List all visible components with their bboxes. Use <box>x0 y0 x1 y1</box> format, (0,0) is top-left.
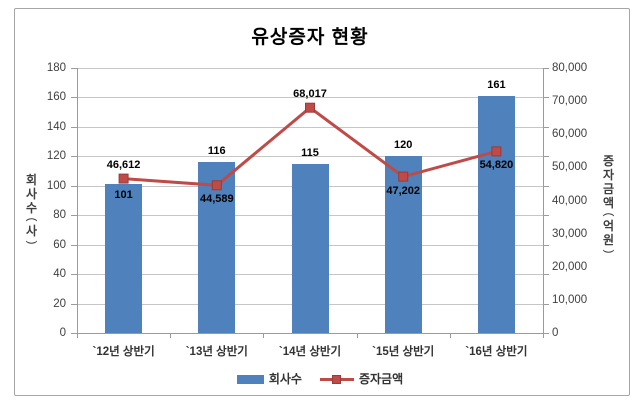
left-axis-tick-label: 160 <box>46 91 66 104</box>
left-axis-tick-label: 40 <box>53 268 66 281</box>
chart-title: 유상증자 현황 <box>251 27 369 48</box>
legend-item-bar-series: 회사수 <box>236 372 302 386</box>
bar <box>198 162 236 333</box>
left-axis-tick-label: 140 <box>46 120 66 133</box>
left-axis-tick <box>71 303 77 305</box>
bar <box>105 184 143 333</box>
line-data-label: 46,612 <box>106 158 141 171</box>
x-axis-tick <box>77 333 78 338</box>
bar-data-label: 116 <box>207 145 226 158</box>
gridline <box>77 126 543 128</box>
left-axis-tick <box>71 156 77 158</box>
right-axis-tick <box>543 244 549 246</box>
right-axis-tick <box>543 274 549 276</box>
axis-title-char: 회 <box>26 173 38 187</box>
left-axis-tick-label: 180 <box>46 62 66 74</box>
axis-title-char: ) <box>602 249 617 254</box>
left-axis-tick-label: 120 <box>46 150 66 163</box>
legend: 회사수 증자금액 <box>0 370 640 388</box>
x-category-label: `16년 상반기 <box>465 346 528 358</box>
bar <box>477 95 515 333</box>
right-axis-tick-label: 0 <box>552 327 559 339</box>
line-swatch-icon <box>319 374 354 385</box>
right-axis-tick-label: 80,000 <box>552 62 588 74</box>
line-data-label: 54,820 <box>479 159 514 172</box>
axis-title-char: 수 <box>26 201 38 215</box>
bar-data-label: 101 <box>114 189 133 202</box>
bar-data-label: 120 <box>394 139 413 152</box>
gridline <box>77 97 543 99</box>
right-axis-tick <box>543 68 549 69</box>
x-axis-tick <box>543 333 544 338</box>
right-axis-tick-label: 10,000 <box>552 293 588 306</box>
bar-data-label: 161 <box>487 78 506 91</box>
right-axis-tick <box>543 185 549 187</box>
axis-title-char: ( <box>25 217 40 222</box>
axis-title-char: 사 <box>26 187 38 201</box>
bar-data-label: 115 <box>301 146 319 159</box>
x-axis-line <box>77 333 544 334</box>
axis-title-char: 원 <box>603 233 615 247</box>
right-axis-tick-label: 20,000 <box>552 260 588 273</box>
left-axis-tick-label: 80 <box>53 209 66 222</box>
line-data-label: 44,589 <box>199 193 234 206</box>
left-axis-tick-label: 20 <box>53 297 66 310</box>
left-axis-tick <box>71 68 77 69</box>
x-category-label: `12년 상반기 <box>92 346 155 358</box>
right-axis-title: 증 자 금 액 ( 억 원) <box>602 154 617 256</box>
axis-title-char: ( <box>602 212 617 217</box>
right-axis-line <box>543 68 544 333</box>
left-axis-tick-label: 100 <box>46 179 66 192</box>
left-axis-tick <box>71 333 77 334</box>
left-axis-tick <box>71 185 77 187</box>
left-axis-tick-label: 0 <box>59 327 66 339</box>
legend-label-line: 증자금액 <box>358 372 404 386</box>
gridline <box>77 68 543 69</box>
right-axis-tick <box>543 156 549 158</box>
x-category-label: `14년 상반기 <box>278 346 342 358</box>
right-axis-tick-label: 50,000 <box>552 161 588 174</box>
axis-title-char: 억 <box>603 219 615 233</box>
left-axis-tick <box>71 97 77 99</box>
axis-title-char: 금 <box>603 182 615 196</box>
right-axis-tick <box>543 215 549 217</box>
right-axis-tick <box>543 303 549 305</box>
legend-item-line-series: 증자금액 <box>319 372 404 386</box>
left-axis-title: 회 사 수(사) <box>25 173 40 247</box>
line-data-label: 47,202 <box>386 184 421 197</box>
right-axis-tick-label: 30,000 <box>552 227 588 240</box>
x-category-label: `13년 상반기 <box>185 346 248 358</box>
bar <box>384 156 422 333</box>
left-axis-tick <box>71 126 77 128</box>
left-axis-tick <box>71 244 77 246</box>
bar-swatch-icon <box>236 374 264 384</box>
left-axis-tick <box>71 215 77 217</box>
right-axis-tick-label: 60,000 <box>552 128 588 141</box>
x-axis-tick <box>170 333 172 338</box>
x-axis-tick <box>356 333 358 338</box>
right-axis-tick-label: 70,000 <box>552 95 588 108</box>
axis-title-char: 사 <box>26 224 38 238</box>
right-axis-tick <box>543 97 549 99</box>
axis-title-char: ) <box>25 240 40 245</box>
left-axis-tick-label: 60 <box>53 238 66 251</box>
x-axis-tick <box>263 333 265 338</box>
x-category-label: `15년 상반기 <box>372 346 435 358</box>
right-axis-tick <box>543 333 549 334</box>
line-data-label: 68,017 <box>293 87 327 100</box>
right-axis-tick-label: 40,000 <box>552 194 588 207</box>
left-axis-tick <box>71 274 77 276</box>
axis-title-char: 액 <box>603 196 615 210</box>
axis-title-char: 증 <box>603 154 615 168</box>
x-axis-tick <box>449 333 451 338</box>
axis-title-char: 자 <box>603 168 615 182</box>
bar <box>291 163 329 333</box>
right-axis-tick <box>543 126 549 128</box>
legend-label-bar: 회사수 <box>268 372 302 386</box>
left-axis-line <box>77 68 78 333</box>
